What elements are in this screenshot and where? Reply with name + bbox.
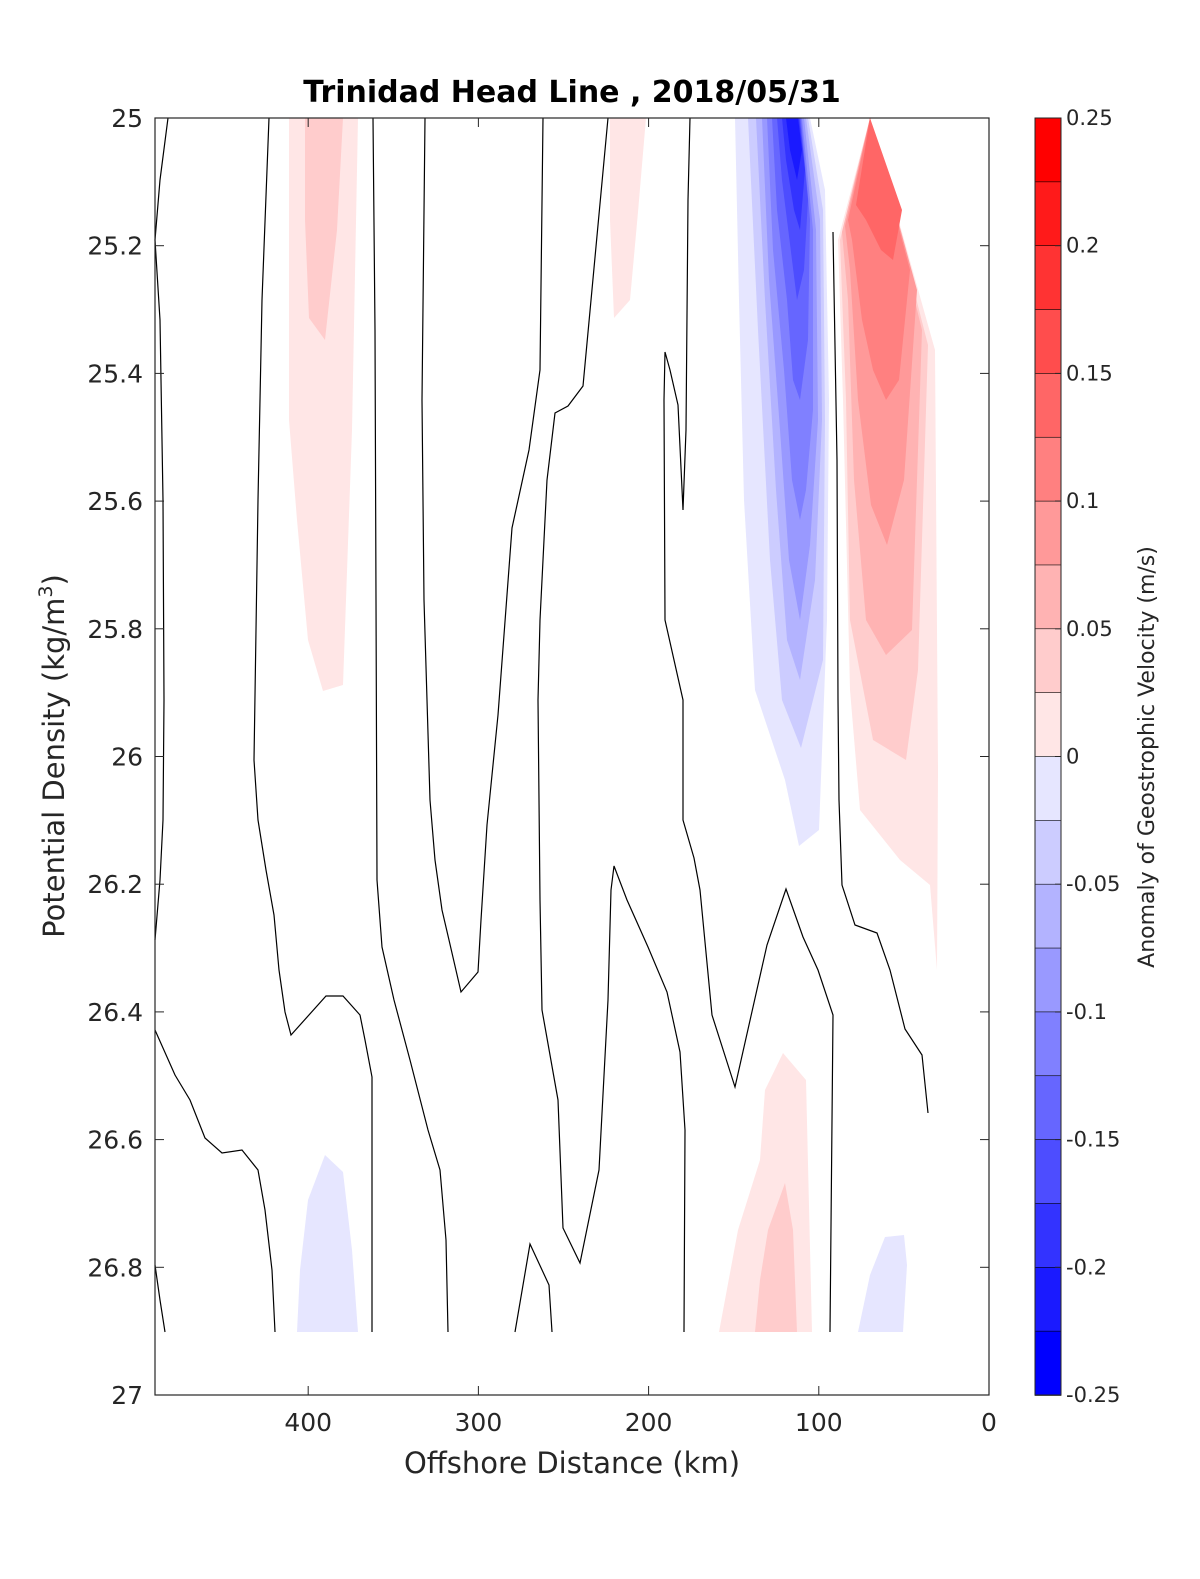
y-tick-label: 25.4 xyxy=(87,359,143,388)
colorbar-tick-label: 0.2 xyxy=(1066,234,1099,258)
chart-title: Trinidad Head Line , 2018/05/31 xyxy=(303,75,840,110)
contour-line xyxy=(154,1029,276,1333)
colorbar-block xyxy=(1034,117,1062,183)
y-tick-label: 26.4 xyxy=(87,998,143,1027)
fill-deep-negative-offshore xyxy=(297,1155,358,1332)
contour-line xyxy=(154,1264,166,1333)
y-tick-label: 25.6 xyxy=(87,487,143,516)
contour-lines xyxy=(154,117,929,1333)
colorbar-block xyxy=(1034,1203,1062,1269)
colorbar-block xyxy=(1034,692,1062,758)
colorbar-tick-label: -0.25 xyxy=(1066,1383,1120,1407)
contour-line xyxy=(514,1241,553,1333)
colorbar-tick-label: 0 xyxy=(1066,745,1079,769)
colorbar-block xyxy=(1034,309,1062,375)
y-tick-label: 26.2 xyxy=(87,870,143,899)
colorbar-block xyxy=(1034,500,1062,566)
y-axis-label-main: Potential Density (kg/m xyxy=(37,598,71,938)
y-axis-label-close: ) xyxy=(37,574,71,585)
colorbar-block xyxy=(1034,1267,1062,1332)
y-axis: 25 25.2 25.4 25.6 25.8 26 26.2 26.4 26.6 26.8 27 xyxy=(87,104,989,1410)
colorbar-block xyxy=(1034,1139,1062,1205)
colorbar-block xyxy=(1034,1330,1062,1396)
colorbar-tick-label: 0.15 xyxy=(1066,361,1113,385)
x-tick-label: 400 xyxy=(284,1408,332,1437)
y-tick-label: 26.6 xyxy=(87,1126,143,1155)
y-tick-label: 26 xyxy=(111,743,143,772)
colorbar-tick-label: 0.25 xyxy=(1066,106,1113,130)
colorbar-block xyxy=(1034,245,1062,311)
contour-line xyxy=(253,117,373,1332)
colorbar-ticks: 0.25 0.2 0.15 0.1 0.05 0 -0.05 -0.1 -0.15 -0.2 -0.… xyxy=(1055,106,1120,1407)
colorbar-tick-label: -0.15 xyxy=(1066,1128,1120,1152)
fill-neg-level-9 xyxy=(786,118,802,180)
y-tick-label: 26.8 xyxy=(87,1253,143,1282)
contour-line xyxy=(154,239,165,941)
colorbar-block xyxy=(1034,628,1062,694)
colorbar-tick-label: 0.1 xyxy=(1066,489,1099,513)
contour-line xyxy=(372,117,449,1333)
y-axis-label: Potential Density (kg/m3) xyxy=(35,574,71,938)
colorbar-block xyxy=(1034,883,1062,949)
x-tick-label: 100 xyxy=(795,1408,843,1437)
colorbar: 0.25 0.2 0.15 0.1 0.05 0 -0.05 -0.1 -0.15 -0.2 -0.… xyxy=(1034,106,1160,1407)
x-axis-label: Offshore Distance (km) xyxy=(404,1446,740,1480)
filled-contours xyxy=(289,118,938,1332)
colorbar-tick-label: -0.1 xyxy=(1066,1000,1107,1024)
y-tick-label: 25.2 xyxy=(87,232,143,261)
colorbar-block xyxy=(1034,947,1062,1013)
fill-deep-negative-nearshore xyxy=(858,1235,907,1332)
x-tick-label: 200 xyxy=(625,1408,673,1437)
contour-line xyxy=(832,231,929,1114)
colorbar-blocks xyxy=(1034,117,1062,1396)
colorbar-block xyxy=(1034,181,1062,247)
y-tick-label: 25.8 xyxy=(87,615,143,644)
y-axis-label-superscript: 3 xyxy=(35,585,57,597)
colorbar-tick-label: -0.05 xyxy=(1066,872,1120,896)
y-tick-label: 25 xyxy=(111,104,143,133)
contour-line xyxy=(663,117,834,1333)
contour-line xyxy=(537,117,686,1333)
x-tick-label: 0 xyxy=(981,1408,997,1437)
fill-offshore-positive-inner xyxy=(305,118,343,340)
fill-mid-positive xyxy=(610,118,646,318)
x-axis: 400 300 200 100 0 xyxy=(284,118,997,1437)
contour-line xyxy=(421,117,544,994)
colorbar-tick-label: 0.05 xyxy=(1066,617,1113,641)
contour-line xyxy=(154,117,169,241)
colorbar-block xyxy=(1034,373,1062,439)
colorbar-block xyxy=(1034,564,1062,630)
colorbar-block xyxy=(1034,756,1062,822)
fill-pos-level-6 xyxy=(856,118,902,260)
colorbar-block xyxy=(1034,820,1062,885)
y-tick-label: 27 xyxy=(111,1381,143,1410)
colorbar-block xyxy=(1034,436,1062,502)
x-tick-label: 300 xyxy=(455,1408,503,1437)
colorbar-block xyxy=(1034,1075,1062,1141)
fill-offshore-positive-outer xyxy=(289,118,358,691)
colorbar-label: Anomaly of Geostrophic Velocity (m/s) xyxy=(1135,546,1160,968)
colorbar-tick-label: -0.2 xyxy=(1066,1255,1107,1279)
fill-deep-positive-inner xyxy=(755,1183,797,1332)
colorbar-block xyxy=(1034,1011,1062,1077)
